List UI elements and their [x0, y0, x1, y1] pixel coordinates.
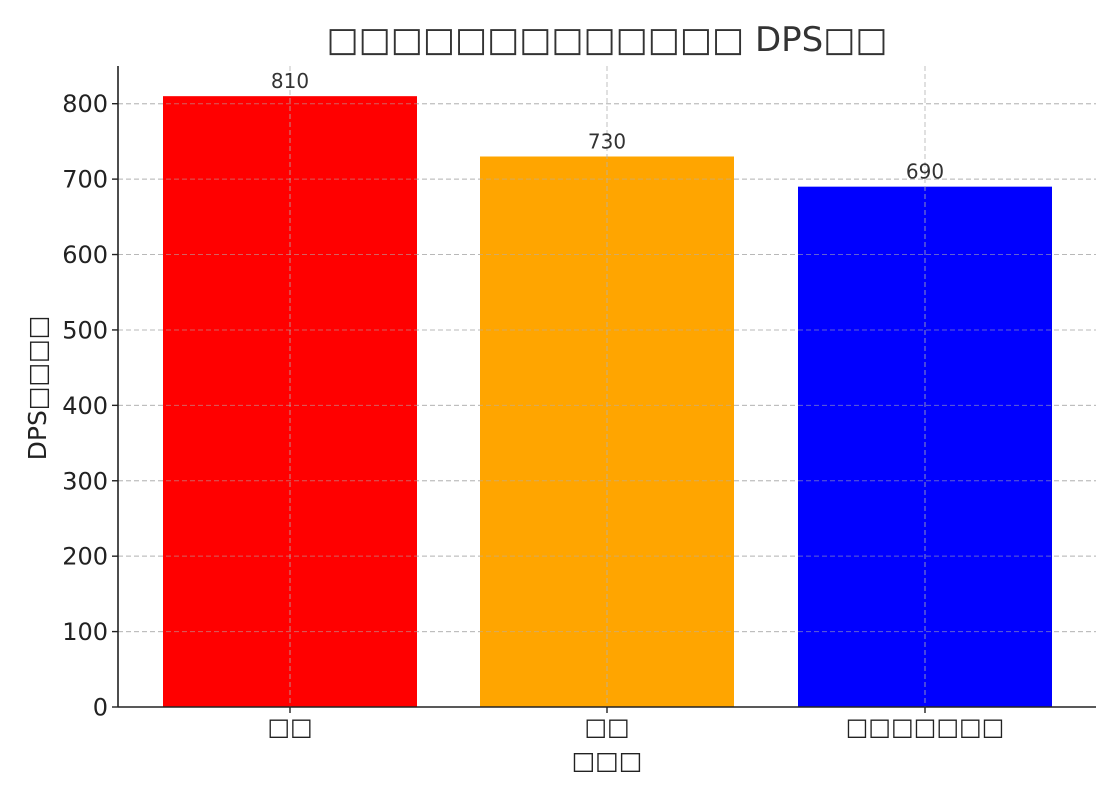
data-labels: 810 730 690	[271, 69, 944, 183]
chart-title: □□□□□□□□□□□□□ DPS□□	[327, 20, 888, 60]
y-tick-label: 300	[62, 467, 108, 495]
y-tick-label: 0	[93, 694, 108, 722]
data-label: 690	[906, 160, 944, 184]
x-tick-label: □□□□□□□	[846, 713, 1005, 741]
bar-1	[480, 156, 734, 707]
x-tick-label: □□	[267, 713, 312, 741]
x-axis-label: □□□	[572, 746, 643, 775]
y-tick-label: 400	[62, 392, 108, 420]
data-label: 730	[588, 129, 626, 153]
y-tick-label: 600	[62, 241, 108, 269]
vertical-grid-lines	[118, 66, 1096, 707]
y-axis-label: DPS□□□□	[23, 316, 52, 461]
y-tick-label: 500	[62, 316, 108, 344]
data-label: 810	[271, 69, 309, 93]
y-tick-label: 800	[62, 90, 108, 118]
y-tick-label: 700	[62, 166, 108, 194]
x-tick-label: □□	[584, 713, 629, 741]
y-tick-label: 200	[62, 543, 108, 571]
y-tick-label: 100	[62, 618, 108, 646]
